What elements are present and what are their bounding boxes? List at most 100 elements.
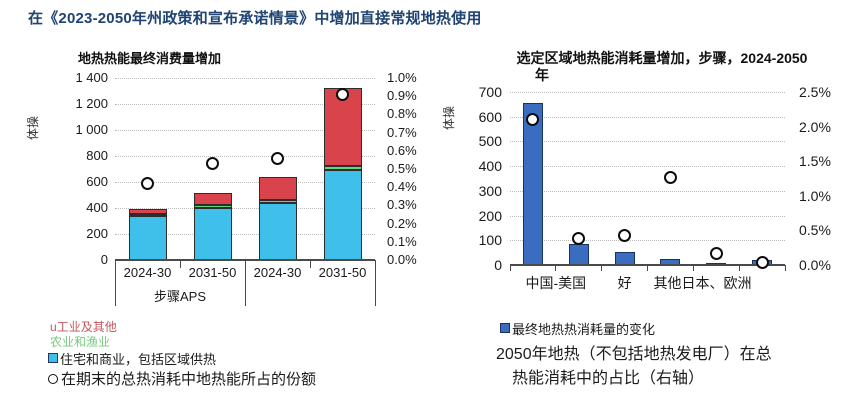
axis-tick [601, 265, 603, 271]
bar [568, 243, 589, 265]
axis-tick [555, 265, 557, 271]
right-y-tick-label: 0.6% [387, 142, 417, 158]
share-marker [526, 113, 540, 127]
gridline [115, 208, 375, 209]
legend-agriculture: 农业和渔业 [50, 333, 110, 350]
y-tick-label: 700 [478, 84, 502, 100]
category-label: 2024-30 [253, 265, 302, 280]
gridline [115, 156, 375, 157]
gridline [510, 116, 785, 118]
right-y-tick-label: 0.8% [387, 106, 417, 122]
y-tick-label: 1 400 [75, 70, 108, 85]
right-y-tick-label: 0.4% [387, 179, 417, 195]
legend-residential: 住宅和商业，包括区域供热 [48, 349, 216, 368]
category-label: 其他日本、欧洲 [653, 275, 752, 291]
y-tick-label: 300 [478, 182, 502, 199]
bar [522, 103, 543, 265]
y-tick-label: 400 [478, 158, 502, 175]
group-label: 步骤APS [153, 289, 206, 304]
axis-tick [647, 265, 648, 271]
y-tick-label: 1 200 [75, 96, 108, 111]
axis-group-divider [374, 260, 376, 306]
gridline [510, 240, 785, 242]
legend-residential-label: 住宅和商业，包括区域供热 [60, 352, 217, 367]
category-label: 好 [617, 275, 632, 291]
left-chart: 地热热能最终消费量增加 体操 0 200 400 600 800 1 000 1 200 1 … [0, 40, 432, 401]
right-plot-area: 0 100 200 300 400 500 600 700 0.0% 0.5% 1.0% 1.5% 2.… [479, 84, 831, 291]
bar-segment-2 [128, 208, 167, 214]
share-marker [141, 177, 154, 191]
axis-tick [784, 265, 786, 271]
y-tick-label: 500 [478, 133, 502, 150]
right-y-tick-label: 0.9% [387, 88, 417, 104]
legend-share-label: 在期末的总热消耗中地热能所占的份额 [61, 371, 317, 388]
y-tick-label: 400 [86, 200, 108, 215]
y-tick-label: 600 [86, 174, 108, 189]
category-label: 2024-30 [123, 265, 172, 280]
right-chart-title-line2: 年 [535, 67, 549, 83]
figure-title: 在《2023-2050年州政策和宣布承诺情景》中增加直接常规地热使用 [28, 10, 482, 27]
share-marker [271, 151, 284, 165]
legend-industry: u工业及其他 [50, 318, 117, 335]
right-legend: 最终地热热消耗量的变化 [500, 319, 655, 338]
gridline [115, 104, 375, 105]
share-marker [618, 229, 632, 243]
gridline [115, 234, 375, 235]
bar-segment-1 [258, 199, 297, 204]
share-marker [663, 170, 677, 184]
right-y-tick-label: 0.5% [799, 222, 831, 239]
gridline [510, 190, 785, 192]
axis-group-divider [244, 260, 246, 306]
right-y-tick-label: 0.7% [387, 124, 417, 140]
category-label: 2031-50 [318, 265, 367, 280]
right-y-tick-label: 0.2% [387, 215, 417, 231]
right-y-tick-label: 1.0% [799, 187, 831, 204]
gridline [510, 166, 785, 168]
y-tick-label: 100 [478, 232, 502, 249]
axis-group-divider [114, 260, 116, 306]
gridline [510, 215, 785, 217]
right-y-tick-label: 0.0% [799, 257, 831, 273]
left-y-axis-title: 体操 [26, 115, 40, 140]
y-tick-label: 800 [86, 148, 108, 163]
bar-segment-0 [193, 208, 232, 260]
right-y-tick-label: 0.0% [387, 252, 417, 267]
y-tick-label: 1 000 [75, 122, 108, 137]
bar-segment-0 [258, 203, 297, 260]
right-y-tick-label: 0.3% [387, 197, 417, 213]
legend-share: 在期末的总热消耗中地热能所占的份额 [48, 368, 316, 389]
axis-tick [309, 260, 311, 268]
y-tick-label: 600 [478, 108, 502, 125]
share-marker [206, 157, 219, 171]
axis-tick [179, 260, 181, 268]
y-tick-label: 0 [494, 257, 502, 273]
y-tick-label: 200 [86, 226, 108, 241]
right-y-axis-title: 体操 [442, 105, 456, 130]
bar-segment-2 [193, 193, 232, 205]
right-chart: 选定区域地热能消耗量增加，步骤，2024-2050 年 体操 0 100 200 30… [432, 40, 864, 401]
industry-legend-marker: u [50, 320, 57, 334]
left-plot-area: 0 200 400 600 800 1 000 1 200 1 400 0.0% 0.1% 0.2%… [75, 70, 417, 306]
right-chart-title-line1: 选定区域地热能消耗量增加，步骤，2024-2050 [516, 50, 808, 66]
right-caption-line1: 2050年地热（不包括地热发电厂）在总 [496, 346, 772, 363]
right-y-tick-label: 0.1% [387, 233, 417, 249]
bar-segment-2 [258, 176, 297, 200]
consumption-legend-square-icon [500, 323, 510, 333]
axis-tick [738, 265, 740, 271]
share-marker [709, 246, 723, 260]
gridline [115, 182, 375, 183]
legend-industry-label: 工业及其他 [56, 320, 117, 334]
left-chart-title: 地热热能最终消费量增加 [78, 51, 222, 66]
right-y-tick-label: 0.5% [387, 161, 417, 176]
bar-segment-1 [323, 165, 362, 171]
share-marker [572, 231, 586, 245]
residential-legend-square-icon [48, 353, 58, 363]
right-y-tick-label: 1.0% [387, 70, 417, 85]
share-legend-circle-icon [48, 374, 58, 384]
bar-segment-0 [128, 215, 167, 260]
gridline [115, 78, 375, 79]
y-tick-label: 200 [478, 207, 502, 224]
gridline [115, 130, 375, 131]
share-marker [755, 255, 769, 269]
